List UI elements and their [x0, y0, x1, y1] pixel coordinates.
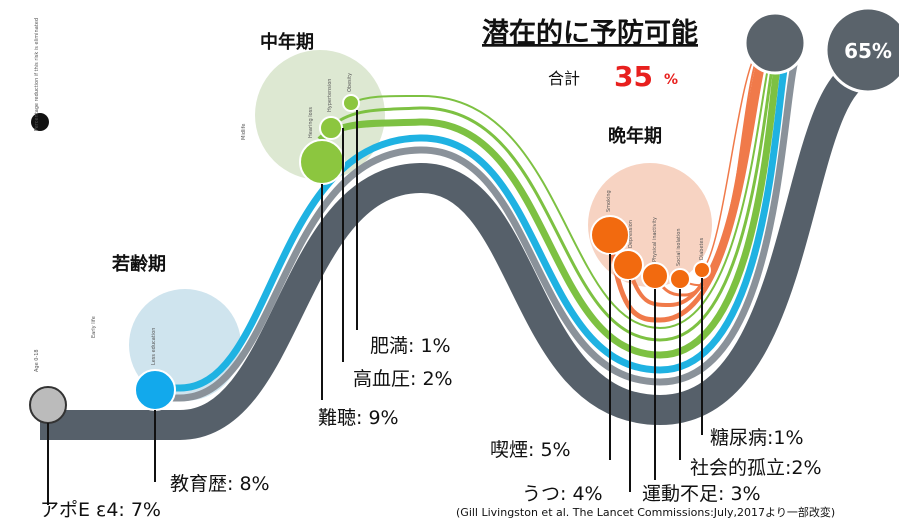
- title: 潜在的に予防可能: [482, 17, 698, 49]
- obesity-label: Obesity: [347, 73, 353, 92]
- factor-label: 喫煙: 5%: [490, 439, 571, 461]
- factor-label: 肥満: 1%: [370, 335, 451, 357]
- road-gray: [150, 46, 803, 402]
- factor-label: 糖尿病:1%: [710, 427, 804, 449]
- leaders: [47, 110, 703, 505]
- factor-label: 社会的孤立:2%: [690, 457, 822, 479]
- factor-label: うつ: 4%: [522, 483, 603, 505]
- legend-text: Percentage reduction if this risk is eli…: [34, 18, 40, 131]
- hypertension-label: Hypertension: [327, 79, 333, 112]
- halo-mid: [255, 50, 385, 180]
- road-green: [317, 42, 786, 359]
- total-value: 35: [614, 60, 653, 93]
- factor-label: アポE ε4: 7%: [40, 499, 161, 521]
- total-label: 合計: [548, 69, 580, 88]
- road-orange-3: [653, 43, 768, 297]
- hearing-circle: [299, 139, 345, 185]
- hypertension-circle: [319, 116, 343, 140]
- age-label: Age 0-18: [34, 349, 40, 372]
- stage-mid: 中年期: [260, 31, 314, 53]
- factor-label: 難聴: 9%: [318, 407, 399, 429]
- total-circle: [743, 11, 807, 75]
- total-unit: %: [664, 72, 678, 88]
- inactivity-label: Physical inactivity: [652, 217, 658, 262]
- diabetes-label: Diabetes: [699, 237, 705, 260]
- road-dark: [40, 55, 874, 440]
- depression-circle: [612, 249, 644, 281]
- smoking-label: Smoking: [606, 190, 612, 212]
- early-life-label: Early life: [91, 316, 97, 338]
- remaining: 65%: [844, 39, 892, 63]
- stage-early: 若齢期: [111, 253, 166, 275]
- stage-late: 晩年期: [608, 125, 662, 147]
- obesity-circle: [342, 94, 360, 112]
- remaining-circle: [824, 6, 899, 94]
- hearing-label: Hearing loss: [308, 107, 314, 138]
- inactivity-circle: [641, 262, 669, 290]
- road-cyan: [150, 42, 793, 392]
- education-circle: [134, 369, 176, 411]
- factor-label: 教育歴: 8%: [170, 473, 270, 495]
- midlife-label: Midlife: [241, 124, 247, 141]
- apoe-circle: [29, 386, 67, 424]
- education-label: Less education: [151, 328, 157, 365]
- depression-label: Depression: [628, 220, 634, 248]
- diabetes-circle: [693, 261, 711, 279]
- road-green-3: [349, 44, 776, 330]
- citation: (Gill Livingston et al. The Lancet Commi…: [456, 505, 835, 519]
- road-green-2: [328, 43, 780, 342]
- factor-label: 運動不足: 3%: [642, 483, 761, 505]
- smoking-circle: [590, 215, 630, 255]
- isolation-label: Social isolation: [676, 229, 682, 267]
- isolation-circle: [669, 268, 691, 290]
- road-orange-4: [679, 44, 765, 287]
- legend-dot: [31, 113, 49, 131]
- factor-label: 高血圧: 2%: [353, 368, 453, 390]
- road-orange-1: [607, 43, 773, 323]
